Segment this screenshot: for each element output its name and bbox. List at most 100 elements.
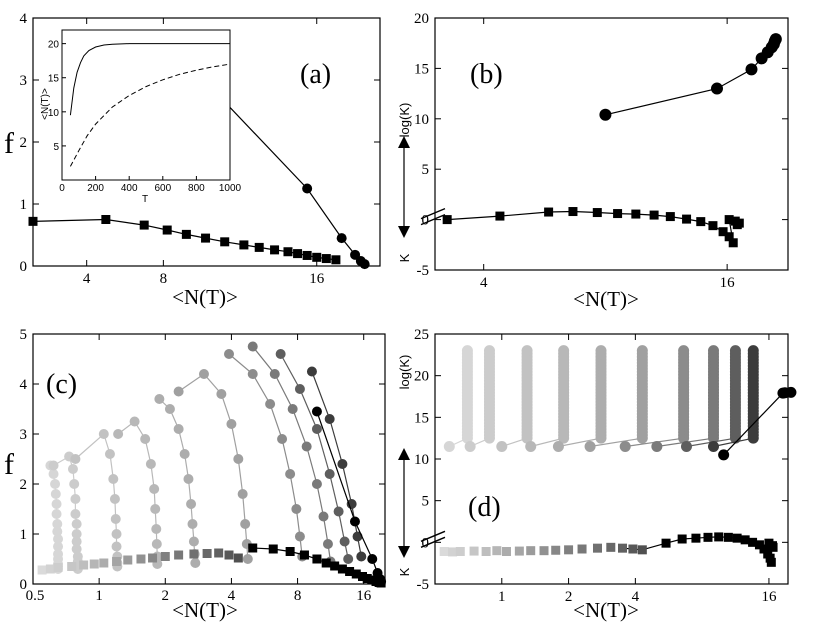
- data-point: [129, 416, 140, 427]
- data-point: [584, 441, 596, 452]
- data-point: [149, 484, 160, 494]
- data-point: [237, 489, 248, 499]
- data-point: [160, 552, 170, 561]
- data-point: [492, 546, 502, 556]
- panel-c: 0 1 2 3 4 5 0.5 1 2 4 8 16 <N(T)> f (c): [4, 327, 387, 622]
- data-point: [496, 441, 508, 452]
- data-point: [339, 536, 350, 547]
- data-point: [275, 349, 286, 359]
- data-point: [52, 519, 63, 529]
- data-point: [70, 454, 81, 464]
- x-tick-label: 16: [309, 271, 325, 287]
- data-point: [89, 559, 99, 569]
- data-point: [483, 345, 495, 357]
- x-tick-label: 0.5: [26, 588, 45, 604]
- data-point: [442, 215, 452, 225]
- data-point: [651, 441, 663, 452]
- data-point: [48, 469, 59, 479]
- panel-label: (b): [470, 59, 503, 90]
- x-axis-label: <N(T)>: [172, 598, 238, 622]
- y-tick-label: 3: [20, 73, 28, 89]
- inset-series-dashed: [69, 63, 231, 167]
- data-point: [337, 459, 348, 469]
- data-point: [108, 474, 119, 484]
- data-point: [285, 469, 296, 479]
- data-point: [312, 554, 322, 564]
- data-point: [285, 547, 295, 556]
- data-point: [346, 499, 357, 509]
- data-point: [592, 543, 602, 553]
- data-point: [239, 240, 249, 250]
- data-point: [50, 489, 61, 499]
- data-point: [28, 216, 38, 226]
- data-point: [189, 549, 199, 559]
- axis-break-mark: [420, 207, 446, 220]
- x-tick-label: 1: [95, 588, 103, 604]
- data-point: [599, 108, 612, 121]
- data-point: [162, 225, 172, 235]
- panel-a: 0 1 2 3 4 4 8 16 <N(T)> f (a) 0 200 400 600 800 1000 5 10 1…: [4, 11, 381, 309]
- data-point: [703, 532, 713, 542]
- y-tick-label: 15: [414, 410, 429, 426]
- panel-b: -5 0 5 10 15 20 4 16 <N(T)> (b) log(K) K: [397, 11, 789, 311]
- y-tick-label: 10: [414, 452, 429, 468]
- x-tick-label: 4: [480, 275, 488, 291]
- series-line: [590, 437, 643, 448]
- data-point: [123, 555, 133, 565]
- data-point: [164, 404, 175, 414]
- data-point: [226, 419, 237, 429]
- panel-b-frame: [434, 17, 789, 271]
- data-point: [247, 369, 258, 379]
- data-point: [311, 479, 322, 489]
- data-point: [356, 551, 367, 562]
- inset-y-tick-label: 10: [48, 108, 60, 119]
- y-axis-label: f: [4, 127, 14, 160]
- data-point: [349, 516, 360, 527]
- inset-x-tick-label: 0: [59, 183, 65, 194]
- data-point: [649, 210, 659, 220]
- data-point: [577, 544, 587, 554]
- data-point: [247, 341, 258, 352]
- data-point: [351, 569, 361, 579]
- data-point: [745, 63, 758, 76]
- data-point: [148, 553, 158, 563]
- data-point: [173, 424, 184, 434]
- data-point: [754, 540, 764, 550]
- data-point: [150, 504, 161, 514]
- data-point: [51, 509, 62, 519]
- data-point: [311, 424, 322, 434]
- data-point: [710, 82, 723, 95]
- data-point: [50, 479, 61, 489]
- inset-plot: 0 200 400 600 800 1000 5 10 15 20 T <N(T)>: [40, 29, 242, 205]
- data-point: [464, 441, 476, 452]
- data-point: [501, 547, 511, 556]
- data-point: [707, 441, 719, 452]
- data-point: [79, 560, 89, 570]
- x-tick-label: 1: [498, 589, 506, 605]
- data-point: [525, 441, 537, 452]
- series-line: [713, 437, 754, 448]
- data-point: [665, 212, 675, 222]
- x-tick-label: 16: [356, 588, 372, 604]
- y-tick-label: 1: [20, 527, 28, 543]
- data-point: [111, 541, 122, 552]
- data-point: [294, 384, 305, 394]
- y-tick-label: 2: [20, 477, 28, 493]
- data-point: [455, 547, 465, 556]
- inset-series-solid: [69, 43, 230, 116]
- data-point: [461, 345, 473, 357]
- panel-label: (a): [300, 59, 331, 90]
- data-point: [539, 546, 549, 556]
- data-point: [71, 544, 82, 554]
- x-tick-label: 2: [565, 589, 573, 605]
- data-point: [188, 536, 199, 547]
- data-point: [636, 345, 648, 357]
- data-point: [45, 564, 55, 574]
- data-point: [544, 207, 554, 217]
- data-point: [151, 539, 162, 549]
- panel-d: -5 0 5 10 15 20 25 1 2 4 16 <N(T)> (d) log(K) K: [397, 327, 797, 622]
- data-point: [183, 474, 194, 484]
- lower-scale-label: K: [397, 253, 412, 262]
- data-point: [37, 565, 47, 575]
- data-point: [345, 567, 355, 576]
